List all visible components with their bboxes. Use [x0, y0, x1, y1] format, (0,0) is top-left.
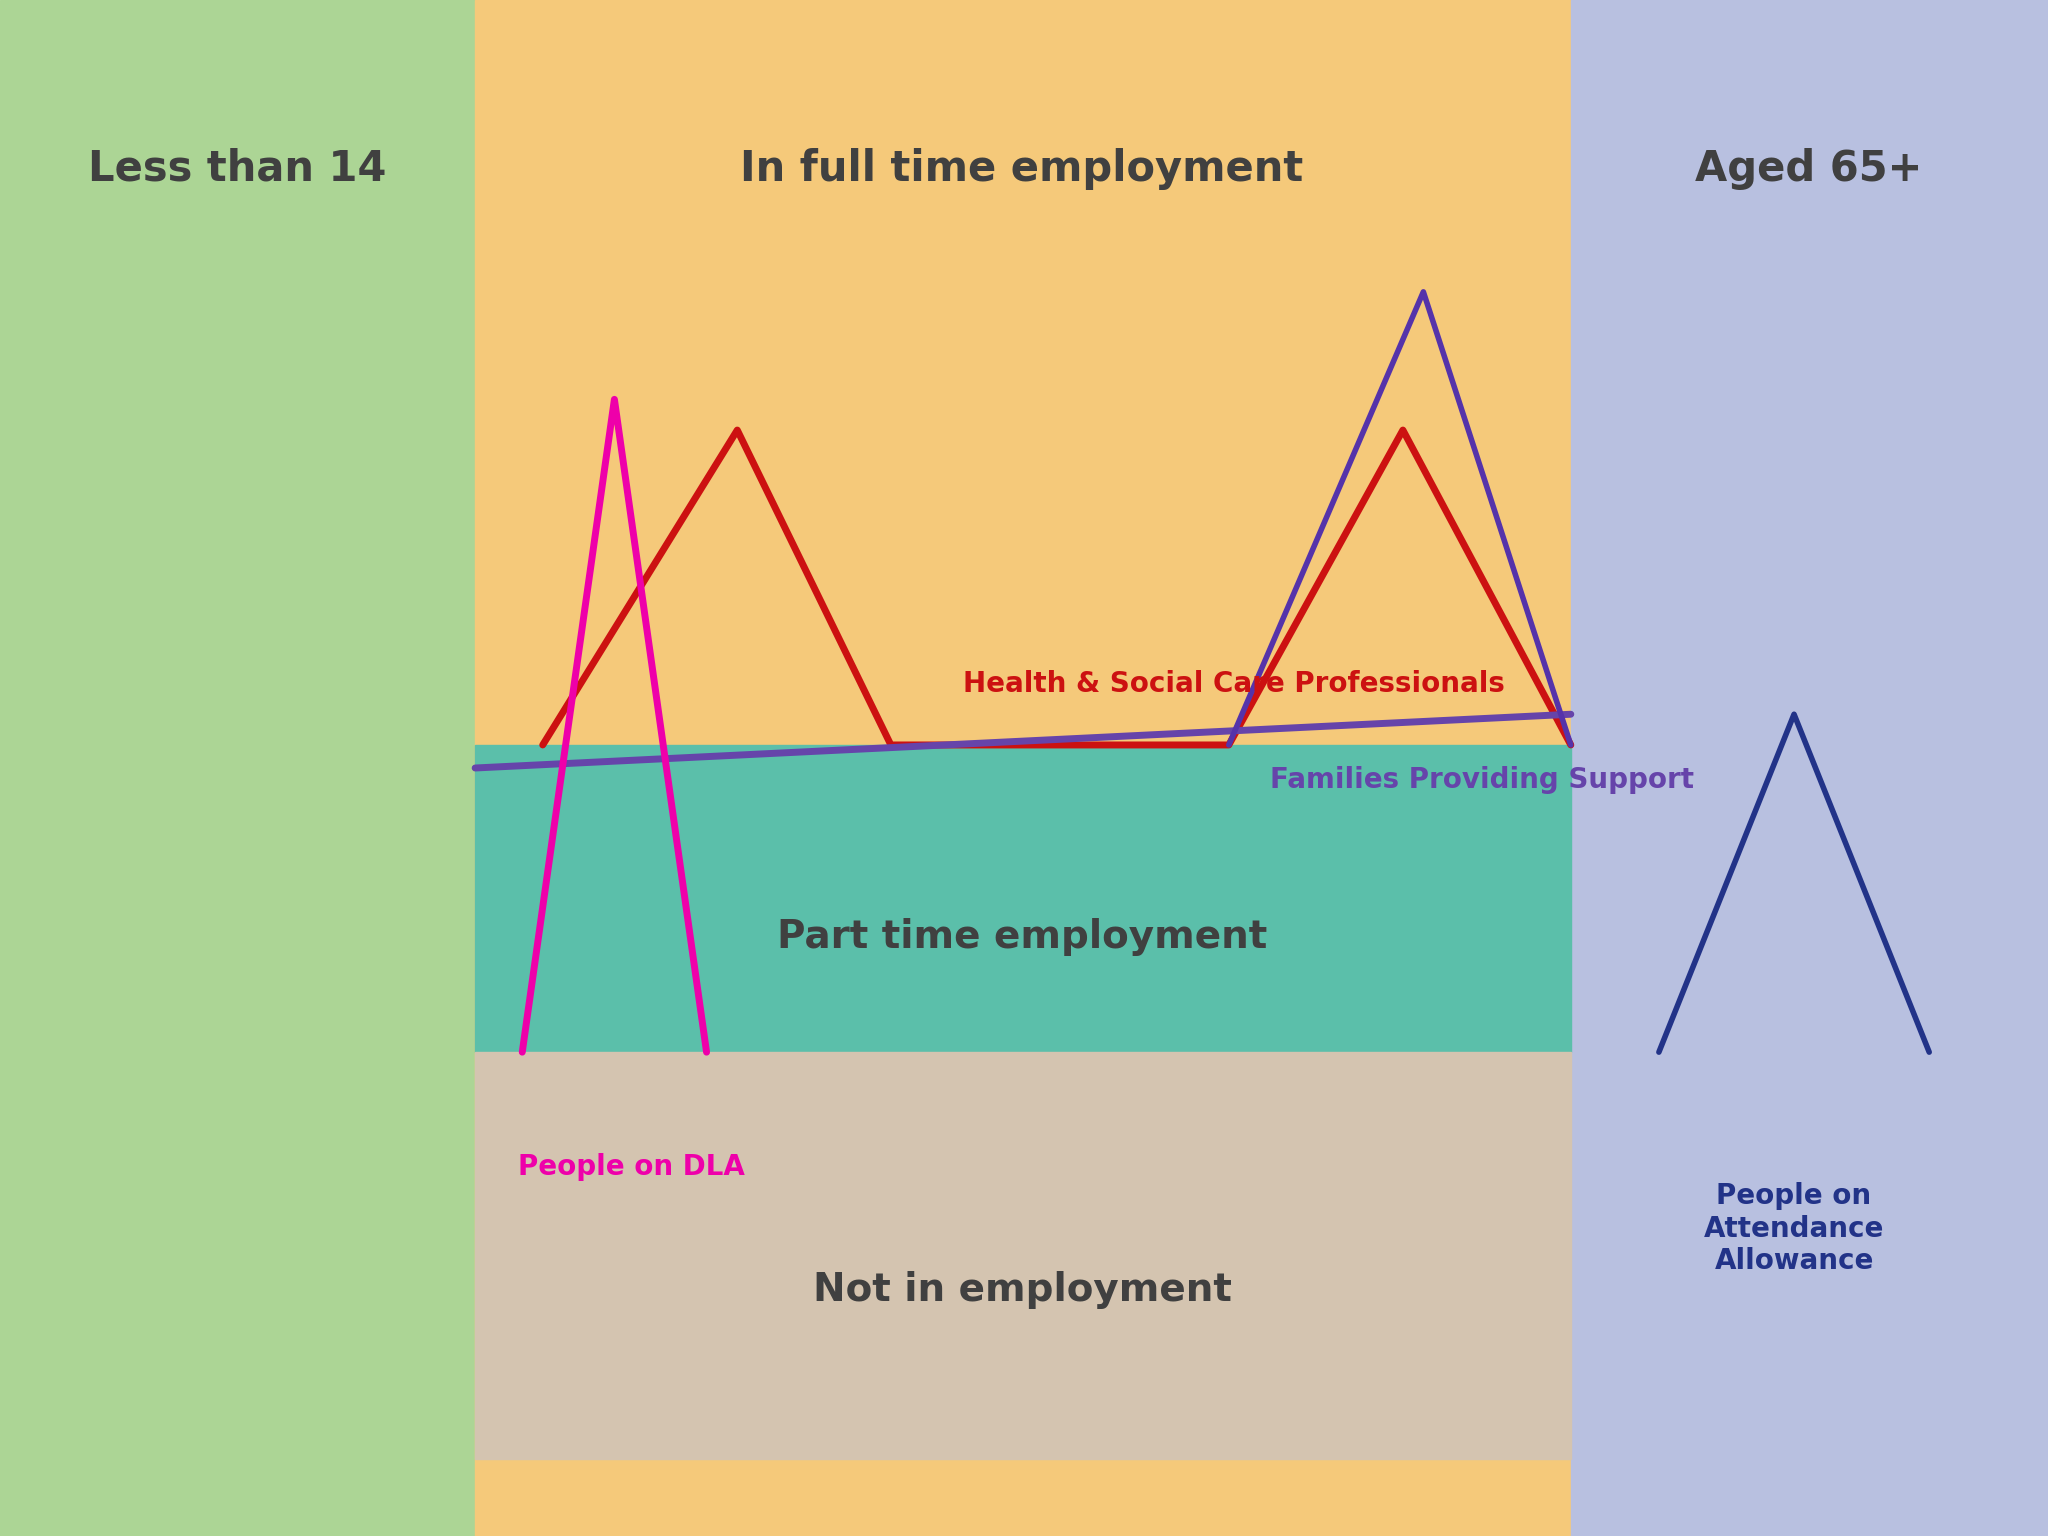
- Bar: [475, 745, 1571, 1052]
- Text: Not in employment: Not in employment: [813, 1272, 1231, 1309]
- Text: Aged 65+: Aged 65+: [1694, 147, 1923, 190]
- Text: In full time employment: In full time employment: [739, 147, 1305, 190]
- Text: Health & Social Care Professionals: Health & Social Care Professionals: [963, 670, 1505, 697]
- Text: Families Providing Support: Families Providing Support: [1270, 766, 1694, 794]
- Text: People on
Attendance
Allowance: People on Attendance Allowance: [1704, 1183, 1884, 1275]
- Bar: [475, 0, 1571, 1536]
- Bar: [1571, 0, 2048, 1536]
- Bar: [0, 0, 475, 1536]
- Text: People on DLA: People on DLA: [518, 1154, 745, 1181]
- Text: Less than 14: Less than 14: [88, 147, 387, 190]
- Text: Part time employment: Part time employment: [776, 919, 1268, 955]
- Bar: [475, 1052, 1571, 1459]
